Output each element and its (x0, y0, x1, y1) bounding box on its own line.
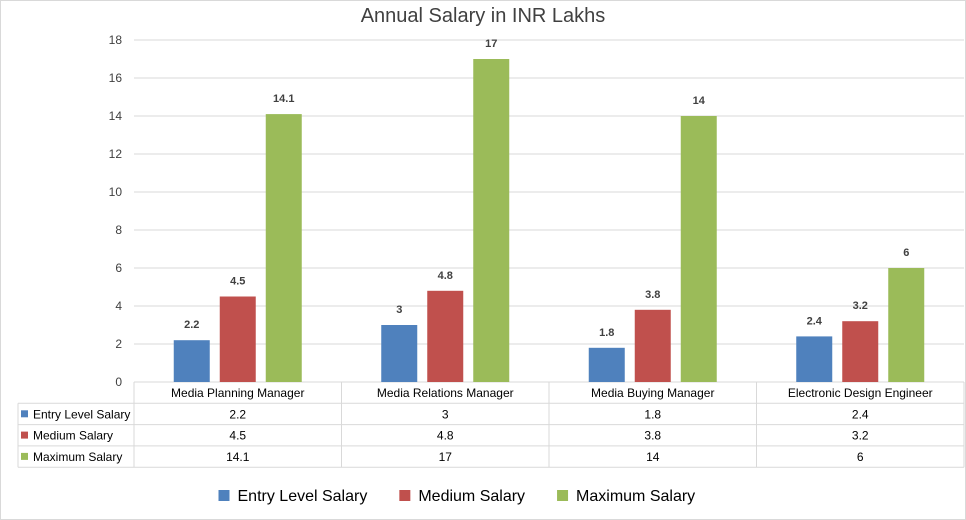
data-label: 3 (396, 304, 402, 316)
data-label: 2.2 (184, 319, 199, 331)
table-cell: 3.2 (852, 429, 869, 443)
legend-key (399, 490, 411, 501)
legend-entry: Medium Salary (418, 488, 525, 505)
table-row-label: Maximum Salary (33, 450, 122, 464)
table-cell: 4.5 (229, 429, 246, 443)
table-row-label: Medium Salary (33, 429, 113, 443)
category-label: Electronic Design Engineer (788, 386, 933, 400)
chart-title: Annual Salary in INR Lakhs (360, 5, 606, 27)
table-legend-key (21, 452, 28, 460)
legend-key (218, 490, 230, 501)
bar[interactable] (381, 325, 418, 382)
data-label: 1.8 (599, 327, 614, 339)
data-label: 4.8 (438, 270, 453, 282)
bar[interactable] (680, 116, 717, 382)
bar[interactable] (634, 309, 671, 382)
y-tick-label: 18 (109, 33, 123, 47)
legend-key (557, 490, 569, 501)
table-cell: 1.8 (644, 407, 661, 421)
category-label: Media Planning Manager (171, 386, 304, 400)
bar[interactable] (265, 114, 302, 382)
y-tick-label: 6 (115, 261, 122, 275)
y-tick-label: 12 (109, 147, 123, 161)
y-tick-label: 4 (115, 299, 122, 313)
category-label: Media Relations Manager (377, 386, 514, 400)
bar[interactable] (473, 59, 510, 382)
y-tick-label: 0 (115, 375, 122, 389)
bar[interactable] (588, 347, 625, 382)
data-label: 14.1 (273, 93, 294, 105)
bar[interactable] (888, 268, 925, 382)
table-row-label: Entry Level Salary (33, 407, 130, 421)
table-cell: 17 (439, 450, 453, 464)
table-cell: 14 (646, 450, 660, 464)
category-label: Media Buying Manager (591, 386, 714, 400)
table-legend-key (21, 410, 28, 418)
data-label: 6 (903, 247, 909, 259)
table-cell: 3 (442, 407, 449, 421)
y-tick-label: 2 (115, 337, 122, 351)
data-label: 3.8 (645, 289, 660, 301)
y-tick-label: 16 (109, 71, 123, 85)
table-cell: 3.8 (644, 429, 661, 443)
y-tick-label: 8 (115, 223, 122, 237)
data-label: 2.4 (807, 315, 823, 327)
table-cell: 2.2 (229, 407, 246, 421)
data-label: 4.5 (230, 276, 245, 288)
y-tick-label: 10 (109, 185, 123, 199)
table-cell: 2.4 (852, 407, 869, 421)
bar[interactable] (173, 340, 210, 382)
table-cell: 14.1 (226, 450, 250, 464)
bar[interactable] (219, 296, 256, 383)
bar[interactable] (427, 290, 464, 382)
data-label: 3.2 (853, 300, 868, 312)
table-cell: 6 (857, 450, 864, 464)
y-tick-label: 14 (109, 109, 123, 123)
legend-entry: Maximum Salary (576, 488, 695, 505)
legend-entry: Entry Level Salary (238, 488, 368, 505)
bar[interactable] (796, 336, 833, 382)
data-label: 17 (485, 38, 497, 50)
table-legend-key (21, 431, 28, 439)
table-cell: 4.8 (437, 429, 454, 443)
bar[interactable] (842, 321, 879, 382)
data-label: 14 (693, 95, 706, 107)
